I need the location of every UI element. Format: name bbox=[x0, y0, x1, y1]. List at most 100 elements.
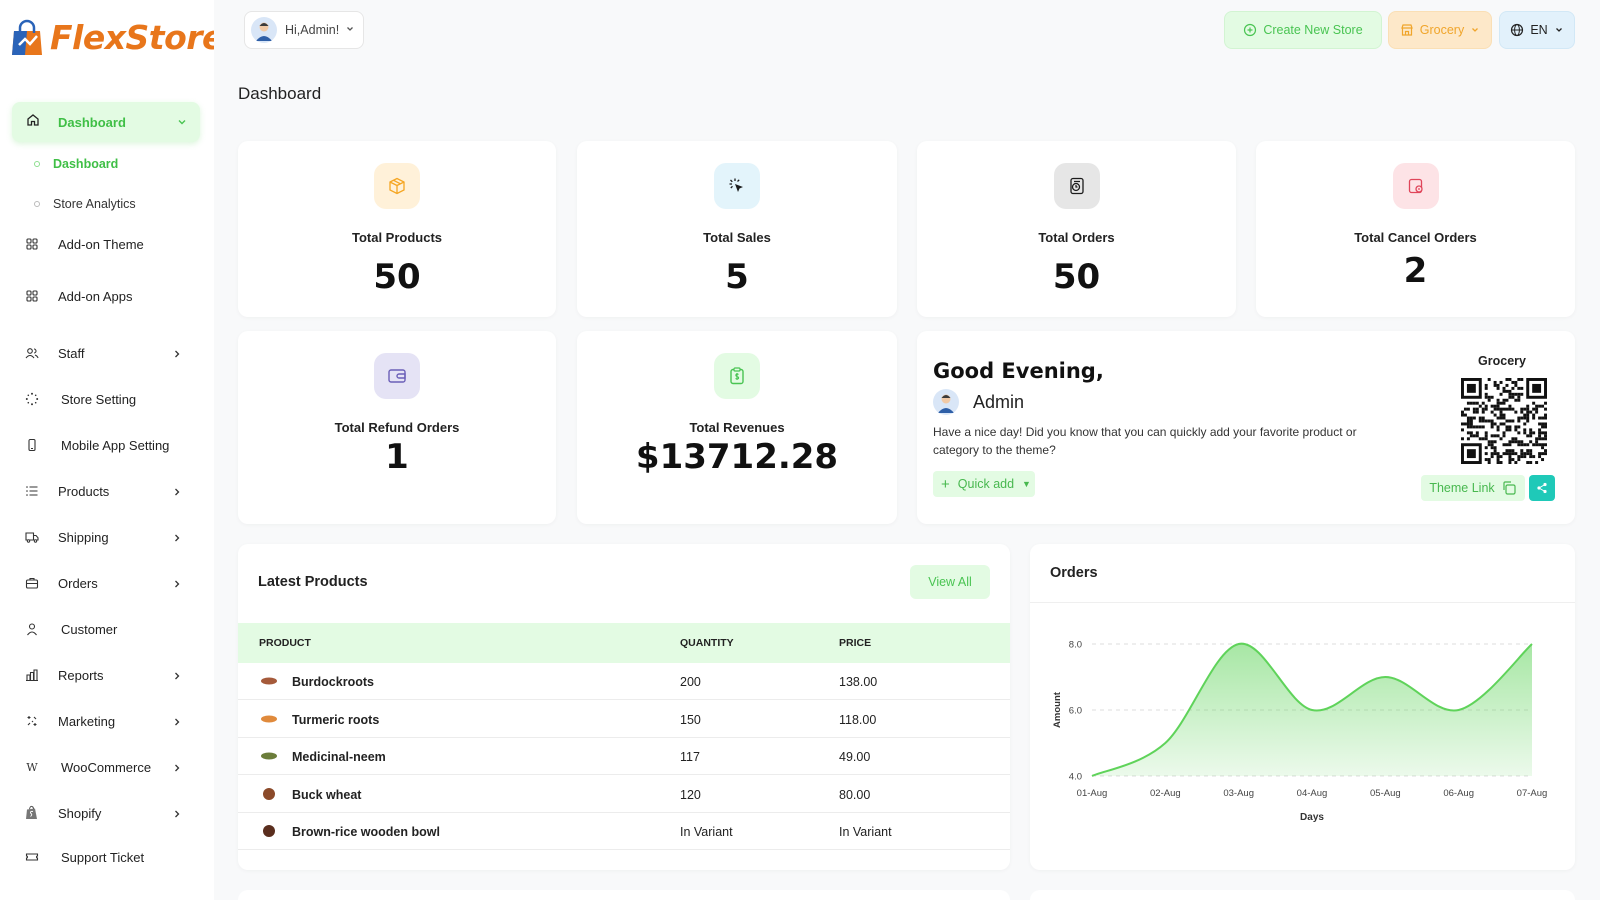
product-quantity: 117 bbox=[680, 750, 700, 764]
sidebar-item-label: WooCommerce bbox=[61, 759, 152, 775]
sidebar-item-marketing[interactable]: Marketing bbox=[24, 710, 196, 732]
x-tick-label: 05-Aug bbox=[1370, 788, 1401, 799]
y-tick-label: 4.0 bbox=[1069, 772, 1082, 783]
plus-circle-icon bbox=[1243, 23, 1257, 37]
store-icon bbox=[1400, 23, 1414, 37]
sidebar-item-orders[interactable]: Orders bbox=[24, 572, 196, 594]
theme-link-button[interactable]: Theme Link bbox=[1421, 475, 1525, 501]
user-icon bbox=[24, 621, 40, 637]
card bbox=[238, 890, 1010, 900]
greeting-card: Good Evening, Admin Have a nice day! Did… bbox=[917, 331, 1575, 524]
product-thumbnail bbox=[260, 787, 278, 800]
sidebar-item-support-ticket[interactable]: Support Ticket bbox=[24, 846, 196, 868]
sidebar-item-mobile-app-setting[interactable]: Mobile App Setting bbox=[24, 434, 196, 456]
divider bbox=[1030, 602, 1575, 603]
sidebar-item-dashboard[interactable]: Dashboard bbox=[12, 102, 200, 142]
sidebar-item-add-on-theme[interactable]: Add-on Theme bbox=[24, 233, 196, 255]
stat-card-total-refund-orders: Total Refund Orders 1 bbox=[238, 331, 556, 524]
truck-icon bbox=[24, 529, 40, 545]
product-price: In Variant bbox=[839, 825, 892, 839]
quick-add-button[interactable]: + Quick add ▼ bbox=[933, 471, 1035, 497]
sidebar: FlexStore Dashboard Dashboard Store Anal… bbox=[0, 0, 214, 900]
product-quantity: 120 bbox=[680, 787, 701, 802]
store-select[interactable]: Grocery bbox=[1388, 11, 1492, 49]
series-line bbox=[1091, 642, 1533, 777]
grid-icon bbox=[24, 236, 40, 252]
cursor-click-icon bbox=[714, 163, 760, 209]
loader-icon bbox=[24, 391, 40, 407]
ticket-icon bbox=[24, 849, 40, 865]
sidebar-subitem-label: Store Analytics bbox=[53, 197, 136, 211]
avatar bbox=[933, 389, 959, 415]
product-price: 118.00 bbox=[839, 712, 877, 727]
sidebar-item-label: Add-on Theme bbox=[58, 236, 144, 252]
create-store-button[interactable]: Create New Store bbox=[1224, 11, 1382, 49]
brand-logo[interactable]: FlexStore bbox=[10, 18, 214, 57]
chevron-right-icon bbox=[172, 347, 182, 362]
chevron-right-icon bbox=[172, 669, 182, 684]
sidebar-item-reports[interactable]: Reports bbox=[24, 664, 196, 686]
sparkle-icon bbox=[24, 713, 40, 729]
sidebar-subitem-store-analytics[interactable]: Store Analytics bbox=[34, 197, 136, 211]
table-row[interactable]: Burdockroots 200 138.00 bbox=[238, 663, 1010, 700]
home-icon bbox=[26, 113, 40, 132]
table-row[interactable]: Brown-rice wooden bowl In Variant In Varia… bbox=[238, 813, 1010, 850]
product-thumbnail bbox=[260, 750, 278, 762]
user-menu-button[interactable]: Hi,Admin! bbox=[244, 11, 364, 49]
brand-name: FlexStore bbox=[50, 18, 214, 57]
product-thumbnail bbox=[260, 675, 278, 687]
product-quantity: In Variant bbox=[680, 825, 733, 839]
card bbox=[1030, 890, 1575, 900]
cancel-order-icon bbox=[1392, 163, 1439, 209]
product-name: Turmeric roots bbox=[292, 712, 380, 727]
language-select[interactable]: EN bbox=[1499, 11, 1575, 49]
greeting-title: Good Evening, bbox=[933, 359, 1104, 383]
stat-value: 50 bbox=[1052, 257, 1101, 297]
bar-chart-icon bbox=[24, 667, 40, 683]
table-row[interactable]: Turmeric roots 150 118.00 bbox=[238, 701, 1010, 738]
chevron-right-icon bbox=[172, 577, 182, 592]
orders-icon bbox=[1053, 163, 1100, 209]
create-store-label: Create New Store bbox=[1263, 23, 1363, 37]
x-axis-label: Days bbox=[1300, 812, 1324, 823]
latest-products-card: Latest Products View All PRODUCT QUANTIT… bbox=[238, 544, 1010, 870]
stat-card-total-products: Total Products 50 bbox=[238, 141, 556, 317]
copy-icon bbox=[1501, 480, 1517, 496]
sidebar-item-add-on-apps[interactable]: Add-on Apps bbox=[24, 285, 196, 307]
sidebar-item-customer[interactable]: Customer bbox=[24, 618, 196, 640]
store-name: Grocery bbox=[1478, 354, 1526, 368]
sidebar-item-store-setting[interactable]: Store Setting bbox=[24, 388, 196, 410]
product-thumbnail bbox=[260, 825, 278, 837]
chevron-right-icon bbox=[172, 531, 182, 546]
user-greeting: Hi,Admin! bbox=[285, 23, 340, 37]
x-tick-label: 06-Aug bbox=[1443, 788, 1474, 799]
x-tick-label: 04-Aug bbox=[1297, 788, 1328, 799]
chevron-down-icon bbox=[176, 115, 188, 133]
view-all-button[interactable]: View All bbox=[910, 565, 990, 599]
clipboard-dollar-icon bbox=[714, 353, 760, 399]
sidebar-item-staff[interactable]: Staff bbox=[24, 342, 196, 364]
sidebar-item-products[interactable]: Products bbox=[24, 480, 196, 502]
stat-value: $13712.28 bbox=[635, 437, 839, 477]
sidebar-subitem-dashboard[interactable]: Dashboard bbox=[34, 157, 118, 171]
globe-icon bbox=[1510, 23, 1524, 37]
table-row[interactable]: Buck wheat 120 80.00 bbox=[238, 776, 1010, 813]
greeting-message: Have a nice day! Did you know that you c… bbox=[933, 425, 1357, 457]
sidebar-item-shopify[interactable]: Shopify bbox=[24, 802, 196, 824]
sidebar-item-woocommerce[interactable]: W WooCommerce bbox=[24, 756, 196, 778]
list-icon bbox=[24, 483, 40, 499]
chevron-down-icon bbox=[1554, 25, 1564, 35]
sidebar-item-shipping[interactable]: Shipping bbox=[24, 526, 196, 548]
product-quantity: 200 bbox=[680, 675, 701, 689]
product-quantity: 150 bbox=[680, 712, 701, 727]
stat-label: Total Products bbox=[351, 230, 443, 245]
users-icon bbox=[24, 345, 40, 361]
series-area bbox=[1092, 643, 1532, 776]
greeting-user: Admin bbox=[933, 389, 1024, 415]
share-button[interactable] bbox=[1529, 475, 1555, 501]
shopping-bag-icon bbox=[12, 19, 42, 55]
wallet-icon bbox=[374, 353, 420, 399]
table-row[interactable]: Medicinal-neem 117 49.00 bbox=[238, 738, 1010, 775]
grid-icon bbox=[24, 288, 40, 304]
x-tick-label: 02-Aug bbox=[1150, 788, 1181, 799]
